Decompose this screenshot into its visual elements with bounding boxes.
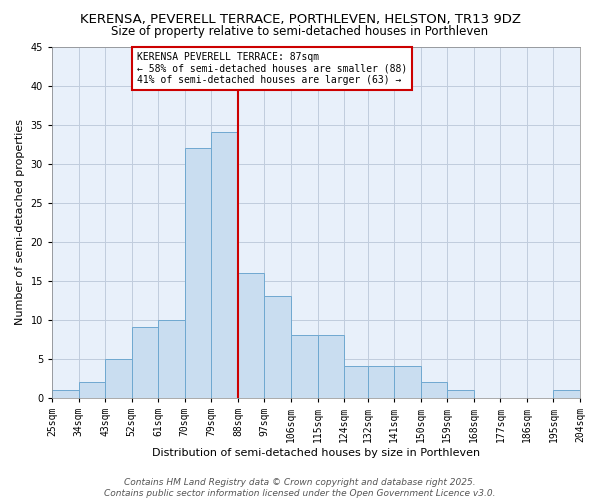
Bar <box>394 366 421 398</box>
Bar <box>421 382 447 398</box>
Bar <box>211 132 238 398</box>
Bar <box>344 366 371 398</box>
Bar <box>105 358 132 398</box>
Text: Size of property relative to semi-detached houses in Porthleven: Size of property relative to semi-detach… <box>112 25 488 38</box>
Bar <box>317 335 344 398</box>
Bar <box>185 148 211 398</box>
Text: KERENSA, PEVERELL TERRACE, PORTHLEVEN, HELSTON, TR13 9DZ: KERENSA, PEVERELL TERRACE, PORTHLEVEN, H… <box>79 12 521 26</box>
Y-axis label: Number of semi-detached properties: Number of semi-detached properties <box>15 119 25 325</box>
Bar <box>158 320 185 398</box>
Bar <box>447 390 474 398</box>
Bar <box>291 335 317 398</box>
Bar <box>368 366 394 398</box>
Text: KERENSA PEVERELL TERRACE: 87sqm
← 58% of semi-detached houses are smaller (88)
4: KERENSA PEVERELL TERRACE: 87sqm ← 58% of… <box>137 52 407 85</box>
Bar <box>265 296 291 398</box>
Bar <box>238 273 265 398</box>
Bar <box>52 390 79 398</box>
Text: Contains HM Land Registry data © Crown copyright and database right 2025.
Contai: Contains HM Land Registry data © Crown c… <box>104 478 496 498</box>
Bar <box>132 328 158 398</box>
Bar <box>79 382 105 398</box>
X-axis label: Distribution of semi-detached houses by size in Porthleven: Distribution of semi-detached houses by … <box>152 448 480 458</box>
Bar <box>553 390 580 398</box>
